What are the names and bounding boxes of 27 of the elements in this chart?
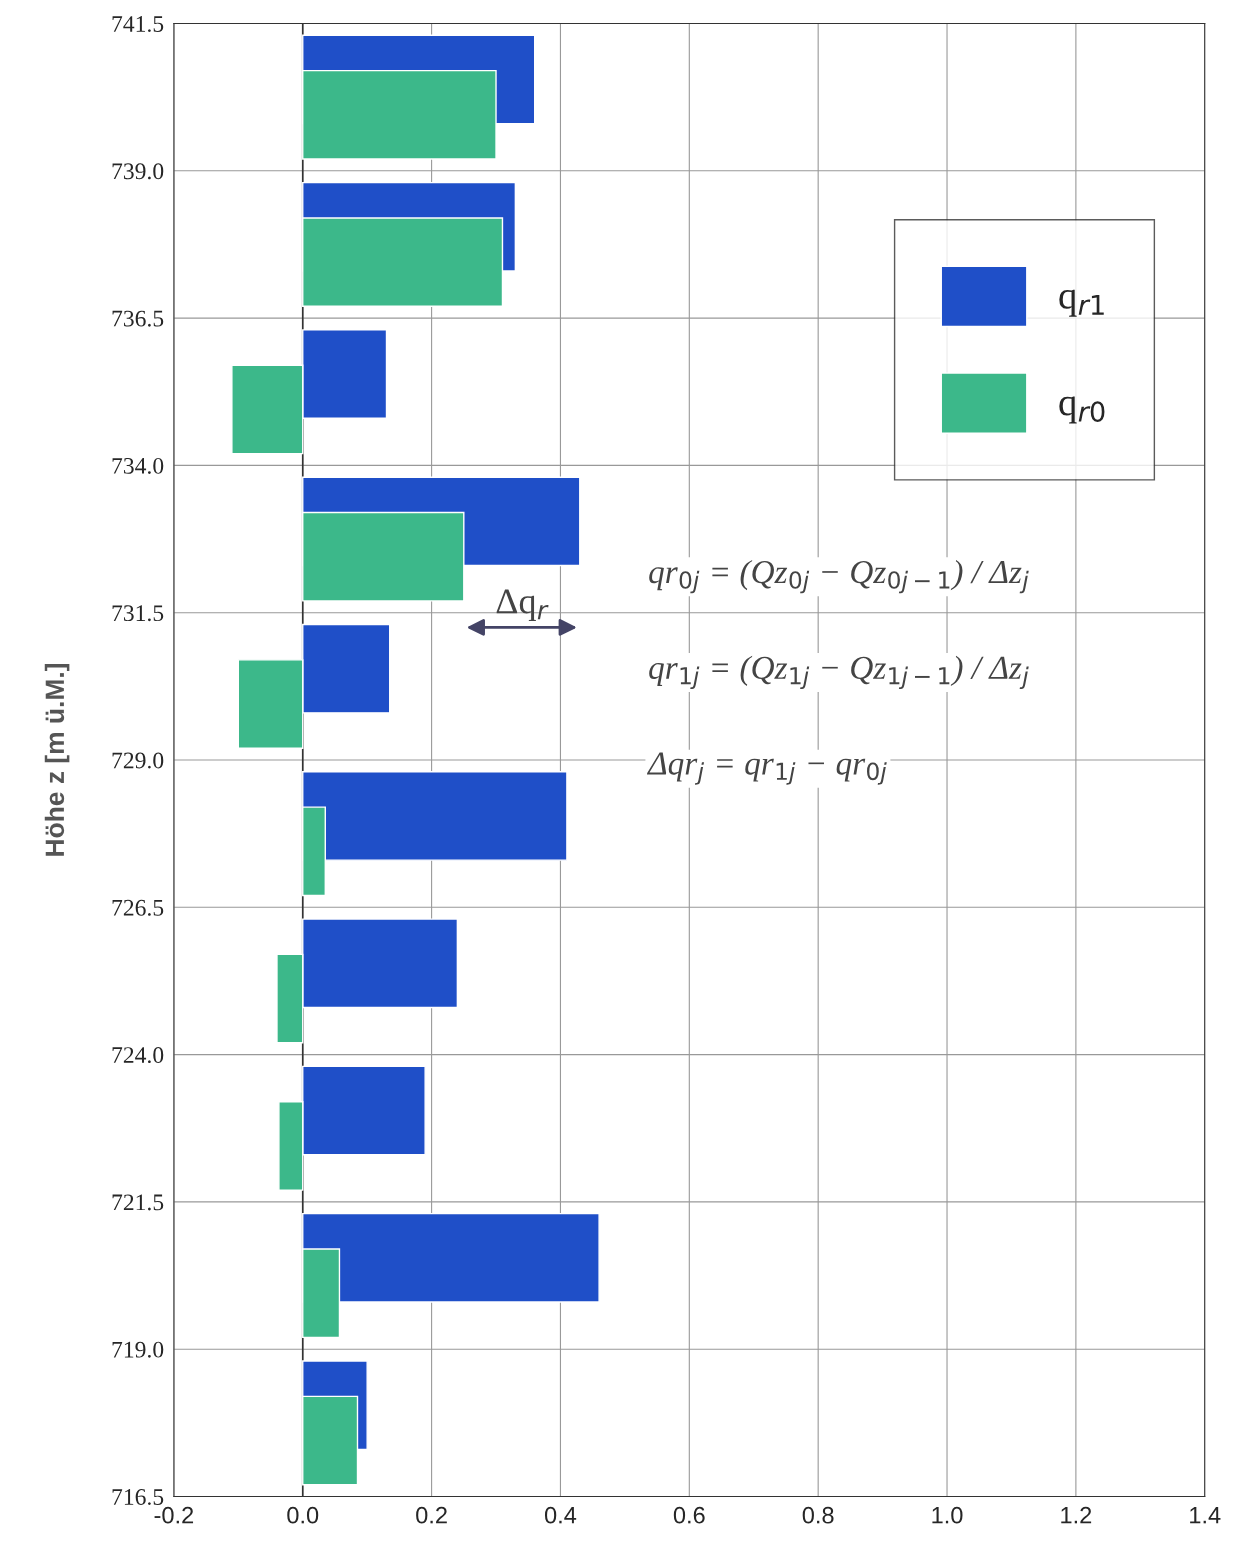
x-tick-label: 1.4 bbox=[1190, 1507, 1221, 1524]
legend-label: q$_{r0}$ bbox=[1059, 396, 1105, 424]
y-tick-label: 726.5 bbox=[112, 899, 164, 916]
x-tick-label: 0.8 bbox=[802, 1506, 834, 1524]
legend-label: q$_{r1}$ bbox=[1059, 289, 1104, 317]
y-tick-label: 734.0 bbox=[112, 457, 164, 474]
x-tick-label: 1.0 bbox=[932, 1506, 963, 1524]
x-tick-label: 1.2 bbox=[1061, 1506, 1092, 1524]
y-tick-label: 736.5 bbox=[112, 310, 164, 327]
y-tick-label: 739.0 bbox=[112, 163, 164, 180]
y-tick-label: 729.0 bbox=[112, 752, 164, 769]
annotation: qr$_{0j}$ = (Qz$_{0j}$ − Qz$_{0j−1}$) / Δz$_{j}$ bbox=[649, 559, 1029, 594]
x-tick-label: 0.4 bbox=[544, 1506, 577, 1524]
annotation: Δqr$_{j}$ = qr$_{1j}$ − qr$_{0j}$ bbox=[646, 752, 887, 785]
x-tick-label: 0.2 bbox=[416, 1506, 447, 1524]
x-tick-label: 0.6 bbox=[673, 1506, 705, 1524]
y-tick-label: 719.0 bbox=[112, 1341, 164, 1358]
annotation: Δq$_{r}$ bbox=[496, 589, 549, 621]
x-tick-label: -0.2 bbox=[154, 1506, 194, 1524]
y-tick-label: 716.5 bbox=[112, 1489, 164, 1506]
y-tick-label: 721.5 bbox=[112, 1194, 164, 1211]
y-tick-label: 724.0 bbox=[112, 1047, 164, 1064]
x-tick-label: 0.0 bbox=[287, 1506, 319, 1524]
annotation: qr$_{1j}$ = (Qz$_{1j}$ − Qz$_{1j−1}$) / Δz$_{j}$ bbox=[649, 655, 1029, 690]
y-tick-label: 741.5 bbox=[112, 16, 164, 33]
y-axis-title: Höhe z [m ü.M.] bbox=[44, 663, 70, 856]
y-tick-label: 731.5 bbox=[112, 605, 164, 622]
